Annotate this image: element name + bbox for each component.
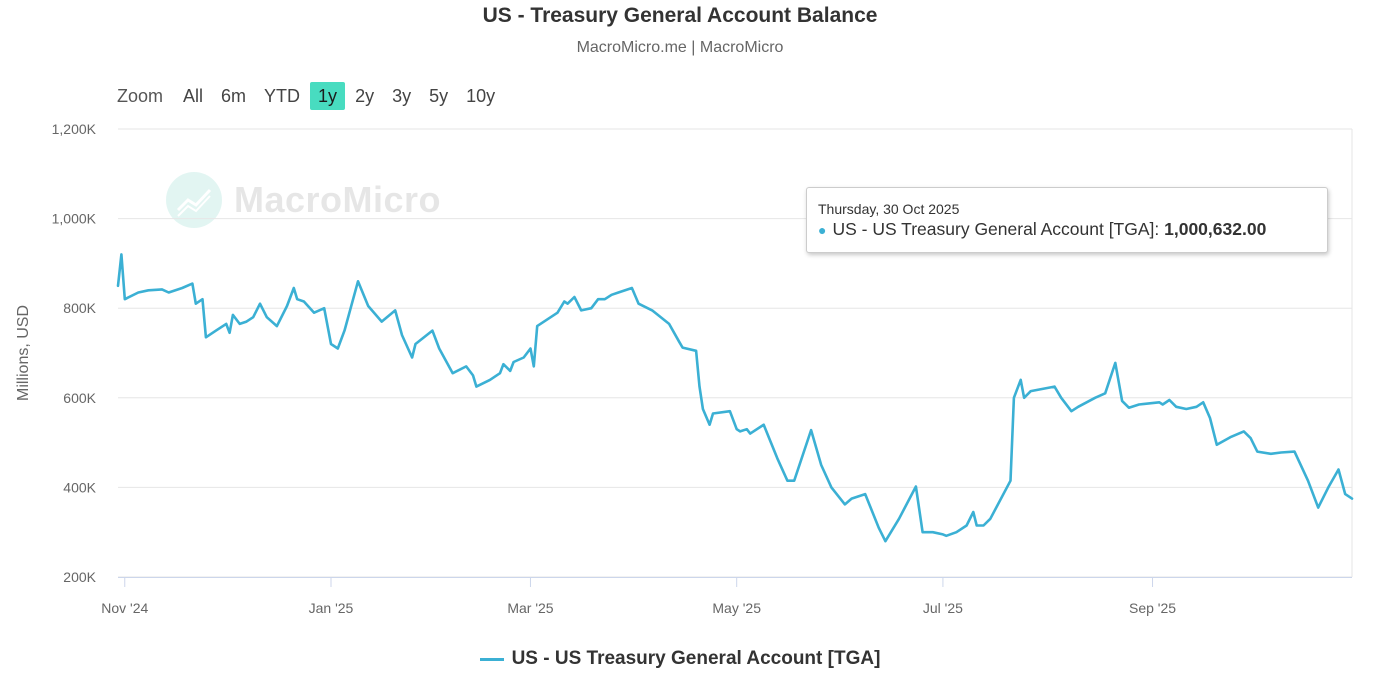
y-tick-label: 800K xyxy=(63,300,96,316)
x-tick-label: Jan '25 xyxy=(309,600,354,616)
x-tick-label: Nov '24 xyxy=(101,600,148,616)
tooltip-series-name: US - US Treasury General Account [TGA] xyxy=(832,219,1155,239)
zoom-all-button[interactable]: All xyxy=(183,86,204,106)
zoom-ytd-button[interactable]: YTD xyxy=(264,86,301,106)
tooltip-colon: : xyxy=(1154,219,1165,239)
zoom-5y-button[interactable]: 5y xyxy=(429,86,449,106)
x-tick-label: Jul '25 xyxy=(923,600,963,616)
zoom-1y-button[interactable]: 1y xyxy=(310,82,346,110)
y-axis-title: Millions, USD xyxy=(15,305,32,401)
zoom-10y-button[interactable]: 10y xyxy=(466,86,496,106)
y-tick-label: 400K xyxy=(63,479,96,495)
tooltip-value: 1,000,632.00 xyxy=(1164,219,1267,239)
zoom-2y-button[interactable]: 2y xyxy=(355,86,375,106)
legend-line-icon xyxy=(479,657,504,661)
series-line[interactable] xyxy=(116,253,1354,543)
y-tick-label: 1,200K xyxy=(52,121,97,137)
y-tick-label: 200K xyxy=(63,569,96,585)
legend-label[interactable]: US - US Treasury General Account [TGA] xyxy=(511,648,881,669)
tooltip: Thursday, 30 Oct 2025 ● US - US Treasury … xyxy=(806,187,1328,253)
chart-title: US - Treasury General Account Balance xyxy=(482,4,878,27)
x-tick-label: Mar '25 xyxy=(507,600,553,616)
y-tick-label: 600K xyxy=(63,390,96,406)
x-tick-label: Sep '25 xyxy=(1129,600,1176,616)
watermark-text: MacroMicro xyxy=(234,179,442,220)
tooltip-date: Thursday, 30 Oct 2025 xyxy=(818,201,960,217)
series-layer xyxy=(116,253,1354,543)
zoom-label: Zoom xyxy=(117,85,164,106)
zoom-bar: Zoom All 6m YTD 1y 2y 3y 5y 10y xyxy=(110,82,505,110)
zoom-6m-button[interactable]: 6m xyxy=(221,86,247,106)
axes: 200K 400K 600K 800K 1,000K 1,200K Nov '24 Jan '… xyxy=(15,121,1353,616)
chart-subtitle: MacroMicro.me | MacroMicro xyxy=(576,39,784,56)
legend[interactable]: US - US Treasury General Account [TGA] xyxy=(0,648,1360,670)
tooltip-series-dot: ● xyxy=(818,222,827,238)
zoom-3y-button[interactable]: 3y xyxy=(392,86,412,106)
y-tick-label: 1,000K xyxy=(52,211,97,227)
x-tick-label: May '25 xyxy=(712,600,761,616)
tooltip-row: ● US - US Treasury General Account [TGA]:… xyxy=(818,219,1266,240)
